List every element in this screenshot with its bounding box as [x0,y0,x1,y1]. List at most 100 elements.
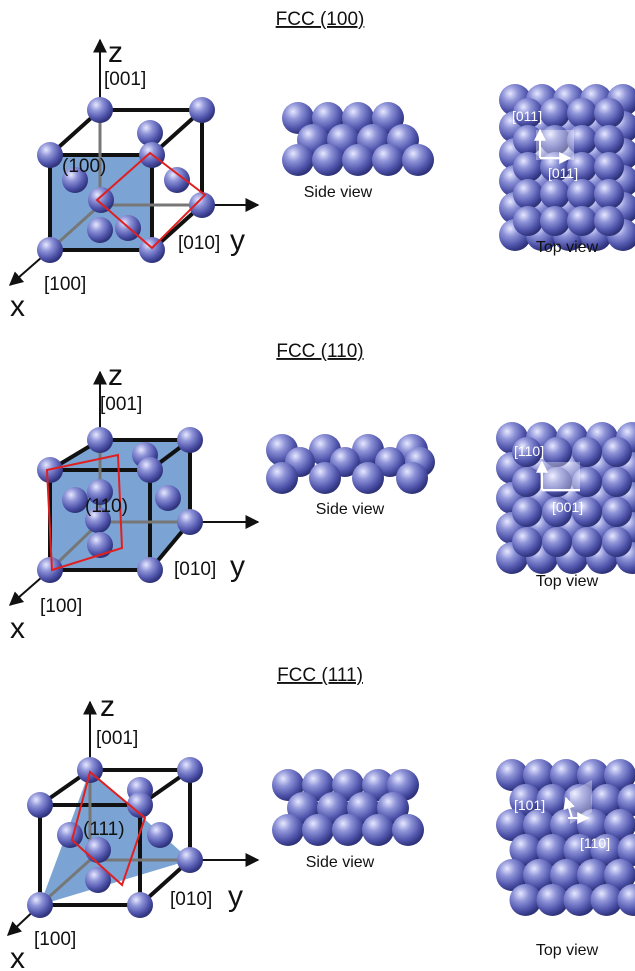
top-view-atom [604,809,635,841]
unit-cell: (111) z [001] [010] y [100] x [6,690,260,971]
section-title: FCC (110) [276,341,363,362]
section-fcc-100: FCC (100) [8,9,635,323]
side-view [272,769,424,846]
top-view-atom [567,179,597,209]
top-view-directions: [011] [011] [512,108,578,181]
top-view-atom [542,437,572,467]
top-view-atom [513,179,543,209]
top-view-caption: Top view [536,239,599,256]
plane-outline [95,151,207,250]
top-view [496,422,635,574]
top-view-atom [594,98,624,128]
top-view-atom [604,859,635,891]
top-direction-2: [110] [580,835,610,851]
x-axis-label: x [10,942,25,971]
plane-outline [45,453,124,572]
x-direction-label: [100] [40,596,82,617]
z-direction-label: [001] [96,728,138,749]
top-view-atom [567,125,597,155]
top-direction-1: [011] [512,108,542,124]
top-view-atom [540,179,570,209]
top-view-atom [594,152,624,182]
side-view [282,102,434,176]
top-view-atom [572,497,602,527]
top-view-atom [567,152,597,182]
section-fcc-111: FCC (111) [6,665,635,971]
top-view-atom [604,759,635,791]
x-direction-label: [100] [44,274,86,295]
section-fcc-110: FCC (110) [8,341,635,645]
y-direction-label: [010] [174,559,216,580]
top-view-atom [496,759,528,791]
unit-cell: (110) z [001] [010] y [100] x [8,359,260,645]
top-view-atom [513,206,543,236]
top-view-atom [536,784,569,816]
top-view-atom [540,206,570,236]
top-view-atom [540,98,570,128]
top-view-atom [594,125,624,155]
top-view-atom [550,759,582,791]
side-view [266,434,435,494]
atoms [27,757,203,918]
top-view-atom [513,98,543,128]
side-view-caption: Side view [304,184,373,201]
z-axis-label: z [108,36,123,69]
top-view-caption: Top view [536,942,599,959]
top-view-atom [542,527,572,557]
top-view-directions: [110] [001] [514,443,583,515]
top-view-atom [509,784,542,816]
top-view-atom [590,834,623,866]
top-view-atom [513,152,543,182]
top-view-atom [567,98,597,128]
top-view-atom [594,206,624,236]
top-view-atom [602,527,632,557]
z-axis-label: z [108,359,123,392]
top-view-atom [594,179,624,209]
top-view-atom [509,834,542,866]
top-view [496,759,635,916]
y-axis-label: y [230,224,245,257]
top-view-atom [523,759,555,791]
top-view-atom [512,467,542,497]
top-view-atom [602,467,632,497]
z-direction-label: [001] [100,394,142,415]
top-view [499,84,635,251]
unit-cell: (100) z [001] [010] y [100] x [8,36,260,323]
top-view-atom [577,859,609,891]
top-direction-2: [001] [552,499,583,515]
top-view-atom [567,206,597,236]
plane-label: (110) [85,496,128,517]
top-view-atom [542,497,572,527]
atoms [37,427,203,583]
top-view-atom [523,809,555,841]
top-view-atom [602,497,632,527]
z-direction-label: [001] [104,69,146,90]
x-axis-label: x [10,290,25,323]
y-axis-label: y [230,550,245,583]
top-view-atom [496,859,528,891]
top-view-atom [540,125,570,155]
top-view-atom [572,437,602,467]
y-direction-label: [010] [178,233,220,254]
top-view-atom [509,884,542,916]
section-title: FCC (111) [277,665,363,686]
top-view-atom [550,859,582,891]
top-view-directions: [101] [110] [514,780,610,851]
top-view-atom [617,884,635,916]
plane-outline [70,770,147,887]
top-view-atom [512,437,542,467]
section-title: FCC (100) [276,9,365,30]
top-view-atom [512,497,542,527]
plane-label: (100) [62,156,106,177]
top-view-atom [590,784,623,816]
top-view-atom [523,859,555,891]
side-view-caption: Side view [306,854,375,871]
top-view-atom [617,834,635,866]
top-view-atom [617,784,635,816]
plane-label: (111) [83,819,125,840]
top-view-atom [536,834,569,866]
top-direction-1: [110] [514,443,544,459]
top-view-caption: Top view [536,573,599,590]
top-view-atom [536,884,569,916]
